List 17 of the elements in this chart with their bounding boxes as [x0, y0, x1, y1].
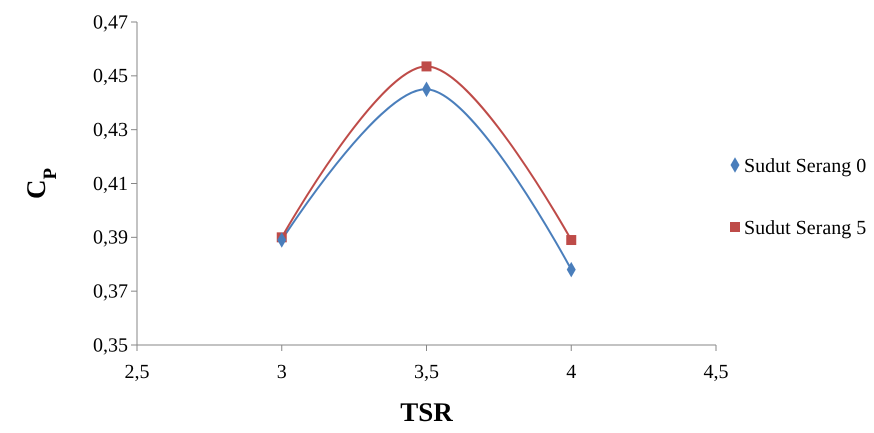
- y-tick-label: 0,39: [93, 226, 128, 249]
- x-tick-label: 2,5: [124, 361, 150, 383]
- legend-label: Sudut Serang 0: [744, 155, 866, 177]
- x-tick-label: 3,5: [414, 361, 439, 383]
- y-tick-label: 0,45: [93, 65, 128, 88]
- x-axis-title: TSR: [400, 397, 454, 427]
- x-tick-label: 3: [276, 361, 287, 383]
- y-tick-label: 0,41: [93, 172, 128, 195]
- x-tick-label: 4,5: [704, 361, 728, 383]
- legend-label: Sudut Serang 5: [744, 217, 866, 239]
- point: [422, 61, 432, 72]
- x-tick-label: 4: [566, 361, 576, 383]
- y-tick-label: 0,37: [93, 280, 128, 303]
- y-tick-label: 0,43: [93, 119, 128, 142]
- point: [566, 235, 576, 246]
- y-tick-label: 0,35: [93, 334, 128, 356]
- y-tick-label: 0,47: [93, 11, 128, 34]
